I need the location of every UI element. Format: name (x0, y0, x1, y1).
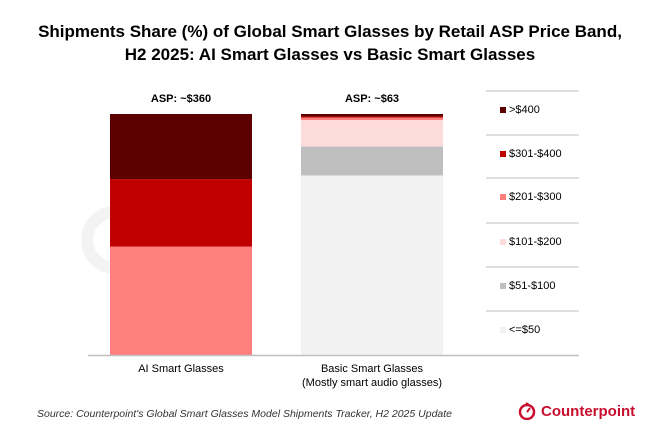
bar-segment (301, 116, 443, 118)
legend-label: $51-$100 (509, 280, 556, 292)
bar-segment (301, 117, 443, 121)
legend-label: >$400 (509, 104, 540, 116)
bar-segment (301, 120, 443, 147)
legend-swatch (500, 283, 506, 289)
asp-annotation: ASP: ~$63 (345, 93, 399, 105)
legend-swatch (500, 151, 506, 157)
source-note: Source: Counterpoint's Global Smart Glas… (37, 408, 453, 420)
legend-swatch (500, 107, 506, 113)
legend-swatch (500, 327, 506, 333)
bar-segment (110, 179, 252, 247)
category-sublabel: (Mostly smart audio glasses) (302, 377, 442, 389)
bar-segment (301, 146, 443, 176)
bar-segment (110, 114, 252, 180)
logo-text: Counterpoint (541, 402, 636, 420)
title-line-2: H2 2025: AI Smart Glasses vs Basic Smart… (124, 45, 536, 64)
bar-segment (301, 114, 443, 117)
counterpoint-logo: Counterpoint (518, 402, 635, 420)
counterpoint-logo-icon (518, 402, 536, 420)
legend-label: $201-$300 (509, 191, 562, 203)
bar-segment (110, 246, 252, 355)
legend-label: $301-$400 (509, 148, 562, 160)
legend-label: <=$50 (509, 324, 540, 336)
chart-title: Shipments Share (%) of Global Smart Glas… (0, 20, 660, 66)
legend-swatch (500, 239, 506, 245)
category-label: Basic Smart Glasses (321, 363, 424, 375)
asp-annotation: ASP: ~$360 (151, 93, 211, 105)
title-line-1: Shipments Share (%) of Global Smart Glas… (38, 22, 622, 41)
bar-segment (301, 175, 443, 355)
category-label: AI Smart Glasses (138, 363, 224, 375)
legend-label: $101-$200 (509, 236, 562, 248)
legend-swatch (500, 194, 506, 200)
